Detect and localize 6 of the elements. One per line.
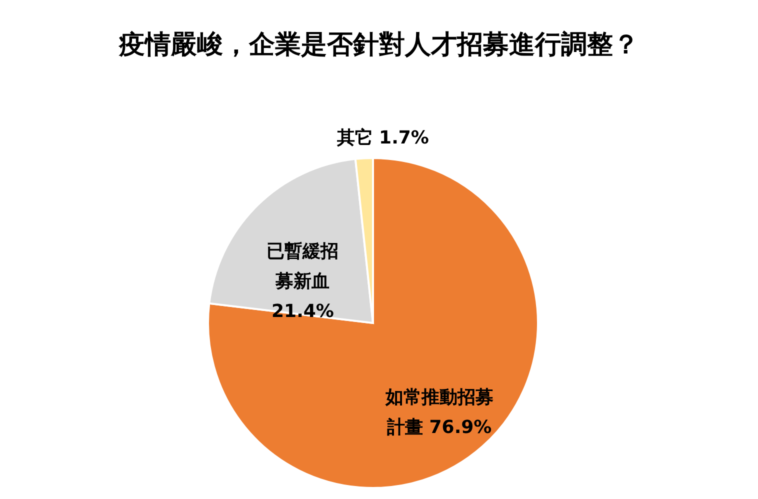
pie-slice	[207, 157, 539, 489]
chart-title: 疫情嚴峻，企業是否針對人才招募進行調整？	[118, 30, 639, 60]
slice-label: 已暫緩招募新血	[266, 240, 339, 292]
data-label: 21.4%	[272, 300, 334, 322]
slice-label: 其它 1.7%	[336, 127, 429, 148]
slice-label: 如常推動招募計畫 76.9%	[384, 386, 494, 438]
